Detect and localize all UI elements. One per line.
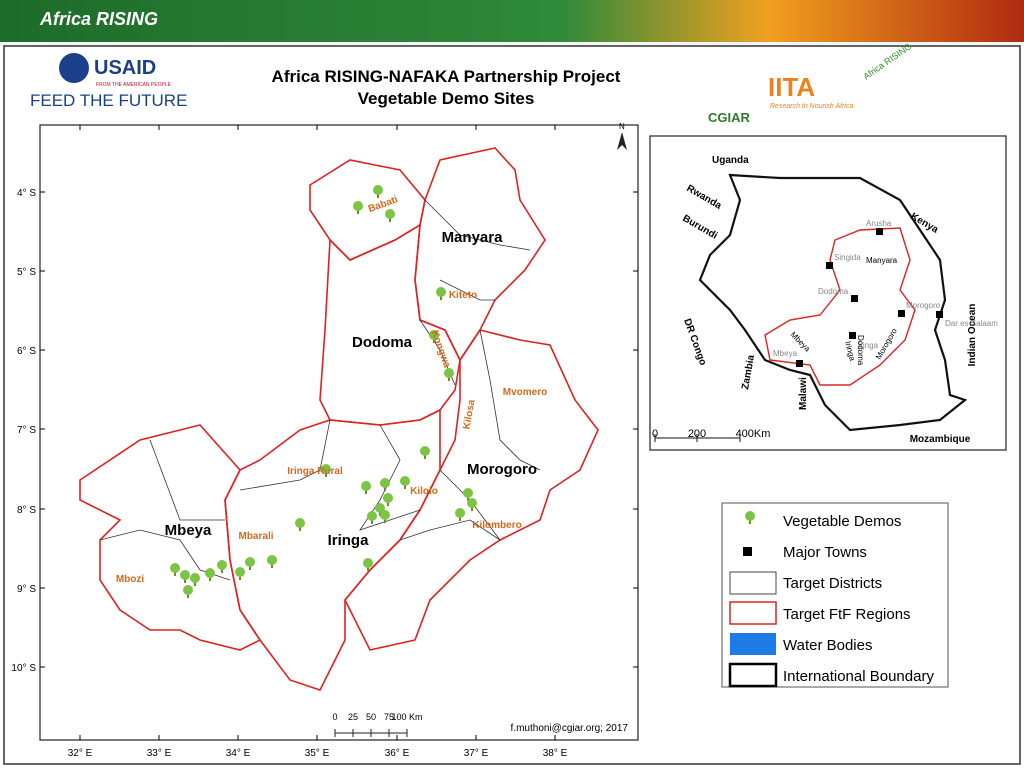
brand: Africa RISING: [39, 9, 158, 29]
north: N: [619, 122, 625, 131]
lon-label: 34° E: [226, 748, 251, 759]
map-frame: [39, 124, 639, 741]
lat-label: 7° S: [17, 425, 36, 436]
usaid-tagline: FROM THE AMERICAN PEOPLE: [96, 82, 172, 88]
legend-region: [729, 601, 777, 625]
legend: [721, 502, 949, 688]
lon-label: 36° E: [385, 748, 410, 759]
credit: f.muthoni@cgiar.org; 2017: [511, 723, 629, 734]
lon-label: 37° E: [464, 748, 489, 759]
lat-label: 6° S: [17, 346, 36, 357]
legend-label: Vegetable Demos: [783, 513, 901, 530]
legend-district: [729, 571, 777, 595]
district-label: Kilolo: [410, 486, 438, 497]
feed: FEED THE FUTURE: [30, 91, 187, 110]
scale-label: 75: [384, 712, 394, 722]
region-label: Iringa: [328, 532, 369, 549]
iita: IITA: [768, 72, 815, 102]
district-label: Kilosa: [462, 398, 478, 430]
iita-tagline: Research to Nourish Africa: [770, 103, 853, 110]
lon-label: 38° E: [543, 748, 568, 759]
district-label: Kiteto: [449, 290, 477, 301]
town: [876, 228, 883, 235]
lat-label: 5° S: [17, 267, 36, 278]
country-label: Uganda: [712, 155, 749, 166]
district-label: Mbarali: [238, 531, 273, 542]
north-arrow: [617, 132, 627, 150]
town-label: Dodoma: [818, 287, 849, 296]
scale-label: 0: [332, 712, 337, 722]
town-label: Arusha: [866, 219, 892, 228]
header-bar: [0, 0, 1024, 42]
town: [796, 360, 803, 367]
lat-label: 10° S: [11, 663, 36, 674]
town: [849, 332, 856, 339]
inset-scale-label: 0: [652, 428, 658, 440]
town-label: Iringa: [858, 341, 879, 350]
usaid: USAID: [94, 57, 156, 79]
town: [826, 262, 833, 269]
subtitle: Vegetable Demo Sites: [358, 89, 535, 108]
inset-scale-label: 400Km: [736, 428, 771, 440]
inset-region-label: Dodoma: [856, 335, 865, 366]
region-label: Manyara: [442, 229, 504, 246]
lon-label: 33° E: [147, 748, 172, 759]
district-label: Mvomero: [503, 387, 547, 398]
legend-label: Water Bodies: [783, 637, 872, 654]
cgiar: CGIAR: [708, 110, 751, 125]
town-label: Morogoro: [906, 301, 941, 310]
scale-label: 100 Km: [391, 712, 422, 722]
lat-label: 8° S: [17, 505, 36, 516]
scale-label: 50: [366, 712, 376, 722]
legend-label: International Boundary: [783, 668, 934, 685]
scale-label: 25: [348, 712, 358, 722]
region-label: Morogoro: [467, 461, 537, 478]
regions: [79, 147, 599, 691]
legend-water: [730, 633, 776, 655]
town-label: Dar es Salaam: [945, 319, 998, 328]
country-label: Indian Ocean: [967, 304, 978, 367]
lon-label: 35° E: [305, 748, 330, 759]
legend-label: Target Districts: [783, 575, 882, 592]
town: [851, 295, 858, 302]
lat-label: 9° S: [17, 584, 36, 595]
region-label: Mbeya: [165, 522, 212, 539]
scale-bar: [334, 729, 408, 737]
country-label: Malawi: [798, 377, 809, 410]
inset-regions: [764, 227, 916, 386]
inset-boundary: [698, 173, 968, 432]
title: Africa RISING-NAFAKA Partnership Project: [272, 67, 621, 86]
town: [898, 310, 905, 317]
inset-frame: [649, 135, 1007, 451]
town: [936, 311, 943, 318]
district-label: Iringa Rural: [287, 466, 343, 477]
lon-label: 32° E: [68, 748, 93, 759]
town-label: Mbeya: [773, 349, 798, 358]
usaid-seal: [59, 53, 89, 83]
country-label: Mozambique: [910, 434, 971, 445]
legend-town: [743, 547, 752, 556]
district-label: Mbozi: [116, 574, 145, 585]
region-label: Dodoma: [352, 334, 413, 351]
district-label: Kilombero: [472, 520, 521, 531]
inset-region-label: Manyara: [866, 256, 898, 265]
legend-label: Target FtF Regions: [783, 606, 911, 623]
inset-scale-label: 200: [688, 428, 706, 440]
inset-scale: [654, 434, 741, 442]
legend-boundary: [728, 662, 778, 688]
legend-label: Major Towns: [783, 544, 867, 561]
lat-label: 4° S: [17, 188, 36, 199]
town-label: Singida: [834, 253, 861, 262]
